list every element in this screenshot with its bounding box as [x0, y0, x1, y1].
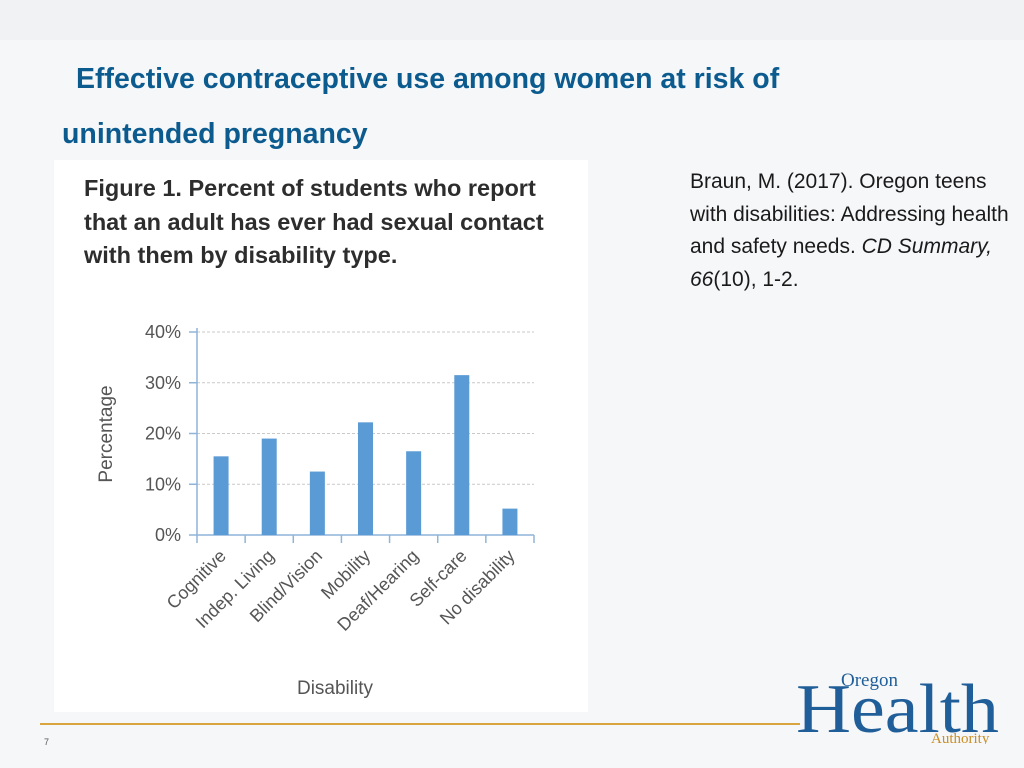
y-axis-label: Percentage: [96, 385, 117, 482]
bar-deaf-hearing: [406, 451, 422, 535]
citation: Braun, M. (2017). Oregon teens with disa…: [690, 166, 1010, 296]
citation-text: Braun, M. (2017). Oregon teens with disa…: [690, 170, 1009, 258]
bar-no-disability: [502, 508, 518, 535]
bar-self-care: [454, 375, 470, 535]
bar-indep-living: [261, 438, 277, 535]
logo-oregon-text: Oregon: [841, 670, 898, 691]
citation-journal: CD Summary, 66: [690, 235, 992, 291]
logo-health-text: Health: [796, 671, 999, 744]
y-tick-label: 30%: [145, 373, 181, 393]
bar-cognitive: [213, 456, 229, 535]
y-tick-label: 0%: [155, 525, 181, 545]
bar-mobility: [358, 422, 373, 535]
figure-panel: Figure 1. Percent of students who report…: [54, 160, 588, 712]
slide-title: Effective contraceptive use among women …: [62, 52, 942, 162]
y-tick-label: 20%: [145, 424, 181, 444]
oregon-health-authority-logo: Oregon Health Authority: [796, 670, 999, 744]
slide-title-line1: Effective contraceptive use among women …: [76, 63, 780, 95]
logo-authority-text: Authority: [931, 731, 990, 744]
chart-title: Figure 1. Percent of students who report…: [84, 175, 544, 268]
bar-blind-vision: [309, 471, 325, 535]
y-tick-label: 40%: [145, 322, 181, 342]
slide-title-line2: unintended pregnancy: [62, 118, 368, 150]
citation-issue: (10), 1-2.: [713, 267, 799, 291]
y-tick-label: 10%: [145, 474, 181, 494]
footer-divider: [40, 723, 800, 725]
page-number: 7: [44, 737, 50, 747]
top-band: [0, 0, 1024, 40]
x-axis-label: Disability: [297, 678, 374, 699]
